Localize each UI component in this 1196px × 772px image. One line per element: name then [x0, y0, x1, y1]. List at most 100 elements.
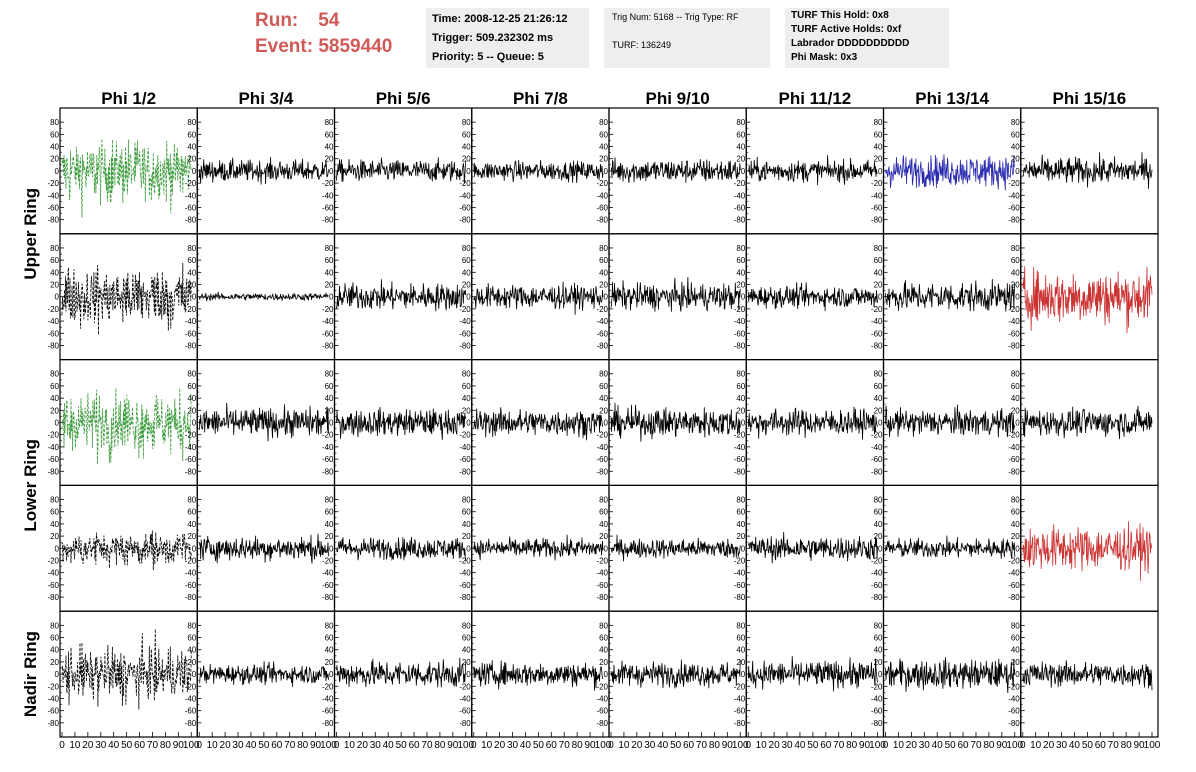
waveform-r4-c3 — [336, 536, 467, 562]
y-tick-label: -80 — [596, 719, 608, 728]
y-tick-label: 60 — [599, 256, 608, 265]
y-tick-label: 80 — [462, 370, 471, 379]
waveform-r1-c5 — [610, 157, 741, 183]
y-tick-label: -80 — [185, 467, 197, 476]
waveform-r1-c1 — [61, 138, 192, 218]
y-tick-label: -60 — [47, 455, 59, 464]
x-tick-label: 90 — [1134, 740, 1146, 751]
y-tick-label: -40 — [871, 443, 883, 452]
y-tick-label: 20 — [50, 281, 59, 290]
y-tick-label: -40 — [734, 694, 746, 703]
waveform-r1-c3 — [336, 157, 467, 184]
y-tick-label: -80 — [596, 467, 608, 476]
y-tick-label: -80 — [185, 341, 197, 350]
y-tick-label: 60 — [187, 382, 196, 391]
y-tick-label: 40 — [874, 268, 883, 277]
y-tick-label: -40 — [459, 191, 471, 200]
y-tick-label: -80 — [871, 216, 883, 225]
y-tick-label: 80 — [1011, 244, 1020, 253]
y-tick-label: 80 — [874, 496, 883, 505]
y-tick-label: -80 — [47, 467, 59, 476]
panel-frame-r4-c8 — [1020, 484, 1159, 612]
y-tick-label: -80 — [185, 216, 197, 225]
waveform-r5-c7 — [885, 657, 1016, 694]
y-tick-label: 60 — [1011, 382, 1020, 391]
y-tick-label: -60 — [185, 329, 197, 338]
y-tick-label: -60 — [459, 581, 471, 590]
y-tick-label: 80 — [599, 118, 608, 127]
y-tick-label: 0 — [878, 670, 883, 679]
y-tick-label: -60 — [734, 203, 746, 212]
x-tick-label: 0 — [883, 740, 889, 751]
y-tick-label: -20 — [1008, 682, 1020, 691]
y-tick-label: 0 — [329, 544, 334, 553]
y-tick-label: 40 — [50, 394, 59, 403]
x-tick-label: 0 — [1020, 740, 1026, 751]
column-title-5: Phi 9/10 — [645, 89, 709, 108]
y-tick-label: -80 — [734, 719, 746, 728]
y-tick-label: 40 — [736, 143, 745, 152]
y-tick-label: 20 — [1011, 155, 1020, 164]
x-tick-label: 70 — [559, 740, 571, 751]
x-tick-label: 0 — [196, 740, 202, 751]
y-tick-label: 0 — [741, 293, 746, 302]
y-tick-label: -20 — [47, 556, 59, 565]
waveform-r3-c2 — [198, 402, 329, 442]
turf-hold-box: TURF This Hold: 0x8 TURF Active Holds: 0… — [785, 8, 949, 68]
x-tick-label: 50 — [396, 740, 408, 751]
y-tick-label: -20 — [459, 431, 471, 440]
y-tick-label: 40 — [599, 143, 608, 152]
waveform-r5-c2 — [199, 661, 329, 687]
y-tick-label: 20 — [874, 658, 883, 667]
x-tick-label: 80 — [572, 740, 584, 751]
y-tick-label: -20 — [871, 682, 883, 691]
y-tick-label: -60 — [734, 455, 746, 464]
y-tick-label: 20 — [50, 155, 59, 164]
y-tick-label: -80 — [734, 467, 746, 476]
y-tick-label: -80 — [596, 216, 608, 225]
y-tick-label: -60 — [871, 455, 883, 464]
y-tick-label: 80 — [599, 370, 608, 379]
y-tick-label: 60 — [1011, 130, 1020, 139]
y-tick-label: -80 — [871, 341, 883, 350]
y-tick-label: -60 — [1008, 581, 1020, 590]
y-tick-label: -60 — [596, 455, 608, 464]
x-tick-label: 40 — [657, 740, 669, 751]
y-tick-label: -80 — [596, 341, 608, 350]
turf-text: TURF: 136249 — [612, 40, 672, 50]
y-tick-label: -40 — [185, 317, 197, 326]
y-tick-label: -40 — [596, 694, 608, 703]
x-tick-label: 60 — [271, 740, 283, 751]
x-tick-label: 70 — [284, 740, 296, 751]
x-tick-label: 50 — [121, 740, 133, 751]
y-tick-label: -80 — [1008, 467, 1020, 476]
y-tick-label: 40 — [599, 646, 608, 655]
y-tick-label: 40 — [50, 520, 59, 529]
y-tick-label: 40 — [1011, 268, 1020, 277]
y-tick-label: 60 — [325, 130, 334, 139]
x-tick-label: 70 — [833, 740, 845, 751]
x-tick-label: 70 — [421, 740, 433, 751]
y-tick-label: -40 — [47, 569, 59, 578]
y-tick-label: 40 — [736, 268, 745, 277]
y-tick-label: -20 — [322, 682, 334, 691]
y-tick-label: 40 — [874, 394, 883, 403]
y-tick-label: 0 — [192, 670, 197, 679]
y-tick-label: -40 — [185, 191, 197, 200]
y-tick-label: 80 — [50, 621, 59, 630]
y-tick-label: 40 — [736, 646, 745, 655]
y-tick-label: 20 — [187, 532, 196, 541]
waveform-r2-c8 — [1022, 266, 1153, 334]
y-tick-label: 20 — [736, 155, 745, 164]
y-tick-label: -60 — [47, 203, 59, 212]
y-tick-label: -60 — [47, 581, 59, 590]
x-tick-label: 0 — [334, 740, 340, 751]
y-tick-label: 80 — [874, 244, 883, 253]
y-tick-label: -80 — [459, 467, 471, 476]
y-tick-label: -80 — [734, 216, 746, 225]
y-tick-label: 60 — [187, 508, 196, 517]
y-tick-label: 0 — [604, 167, 609, 176]
column-title-4: Phi 7/8 — [513, 89, 568, 108]
x-tick-label: 20 — [494, 740, 506, 751]
